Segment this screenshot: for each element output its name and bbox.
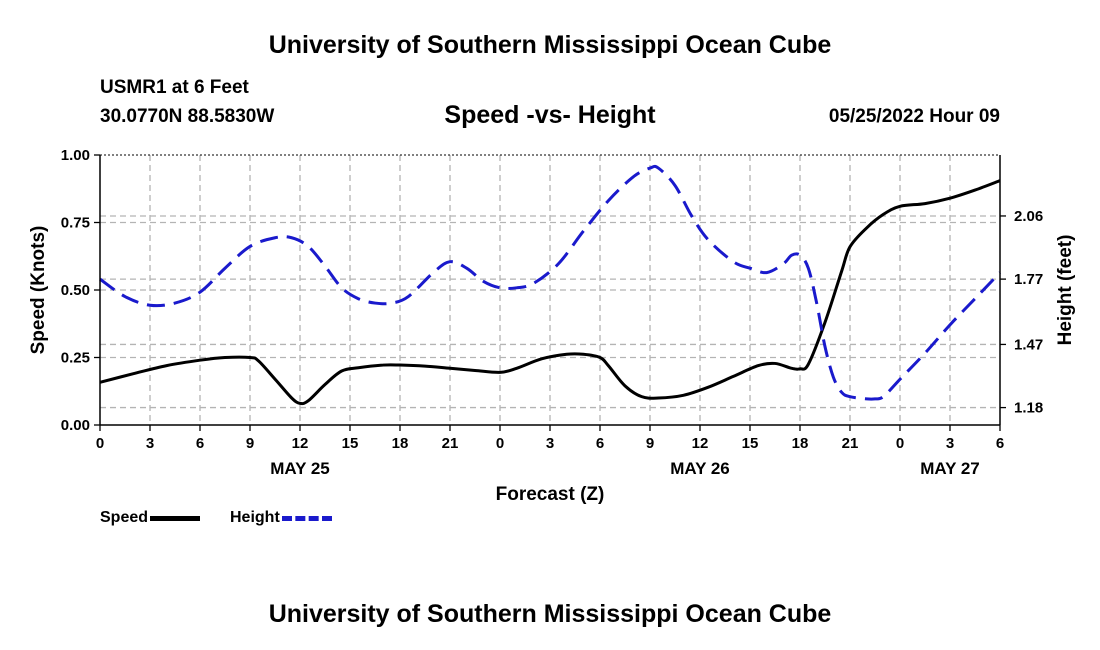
y-tick-label: 0.50	[61, 282, 90, 299]
x-tick-label: 9	[646, 435, 654, 452]
series-layer	[99, 164, 1002, 406]
x-tick-label: 21	[842, 435, 859, 452]
x-tick-label: 12	[292, 435, 309, 452]
x-tick-label: 12	[692, 435, 709, 452]
x-date-label: MAY 25	[270, 459, 330, 478]
legend-speed-swatch	[150, 515, 201, 521]
chart-title: University of Southern Mississippi Ocean…	[268, 31, 832, 59]
tick-layer: 0 3 6 9 12 15 18 21 0 3 6 9 12 15 18 21 0 3 6 0.00 0.25 0.50 0…	[61, 147, 1043, 478]
y-tick-label: 0.00	[61, 417, 90, 434]
legend-height: Height	[230, 509, 332, 527]
x-tick-label: 15	[342, 435, 359, 452]
y2-tick-label: 2.06	[1014, 208, 1043, 225]
speed-series-line	[99, 179, 1001, 406]
y-tick-label: 0.25	[61, 350, 90, 367]
y2-tick-label: 1.47	[1014, 336, 1043, 353]
legend-speed-label: Speed	[100, 509, 149, 526]
footer-title: University of Southern Mississippi Ocean…	[268, 600, 832, 628]
x-tick-label: 0	[896, 435, 904, 452]
legend-speed: Speed	[100, 509, 201, 527]
x-tick-label: 0	[496, 435, 504, 452]
x-tick-label: 6	[996, 435, 1004, 452]
y2-axis-label: Height (feet)	[1055, 235, 1076, 346]
forecast-datetime: 05/25/2022 Hour 09	[828, 106, 1000, 127]
x-tick-label: 3	[946, 435, 954, 452]
y2-tick-label: 1.18	[1014, 400, 1043, 417]
y-axis-label: Speed (Knots)	[28, 226, 49, 355]
legend-height-swatch	[281, 515, 332, 521]
legend-height-label: Height	[230, 509, 280, 526]
x-axis-label: Forecast (Z)	[496, 484, 605, 505]
x-tick-label: 3	[546, 435, 554, 452]
x-tick-label: 21	[442, 435, 459, 452]
height-series-line	[99, 164, 1002, 401]
x-tick-label: 18	[792, 435, 809, 452]
x-tick-label: 3	[146, 435, 154, 452]
x-tick-label: 6	[196, 435, 204, 452]
x-date-label: MAY 26	[670, 459, 730, 478]
chart-subtitle: Speed -vs- Height	[444, 101, 656, 129]
y2-tick-label: 1.77	[1014, 271, 1043, 288]
x-tick-label: 18	[392, 435, 409, 452]
y-tick-label: 0.75	[61, 215, 90, 232]
x-tick-label: 0	[96, 435, 104, 452]
x-date-label: MAY 27	[920, 459, 980, 478]
station-name: USMR1 at 6 Feet	[100, 77, 249, 98]
x-tick-label: 15	[742, 435, 759, 452]
x-tick-label: 6	[596, 435, 604, 452]
station-coordinates: 30.0770N 88.5830W	[100, 106, 275, 127]
y-tick-label: 1.00	[61, 147, 90, 164]
x-tick-label: 9	[246, 435, 254, 452]
grid-layer	[100, 155, 1000, 425]
